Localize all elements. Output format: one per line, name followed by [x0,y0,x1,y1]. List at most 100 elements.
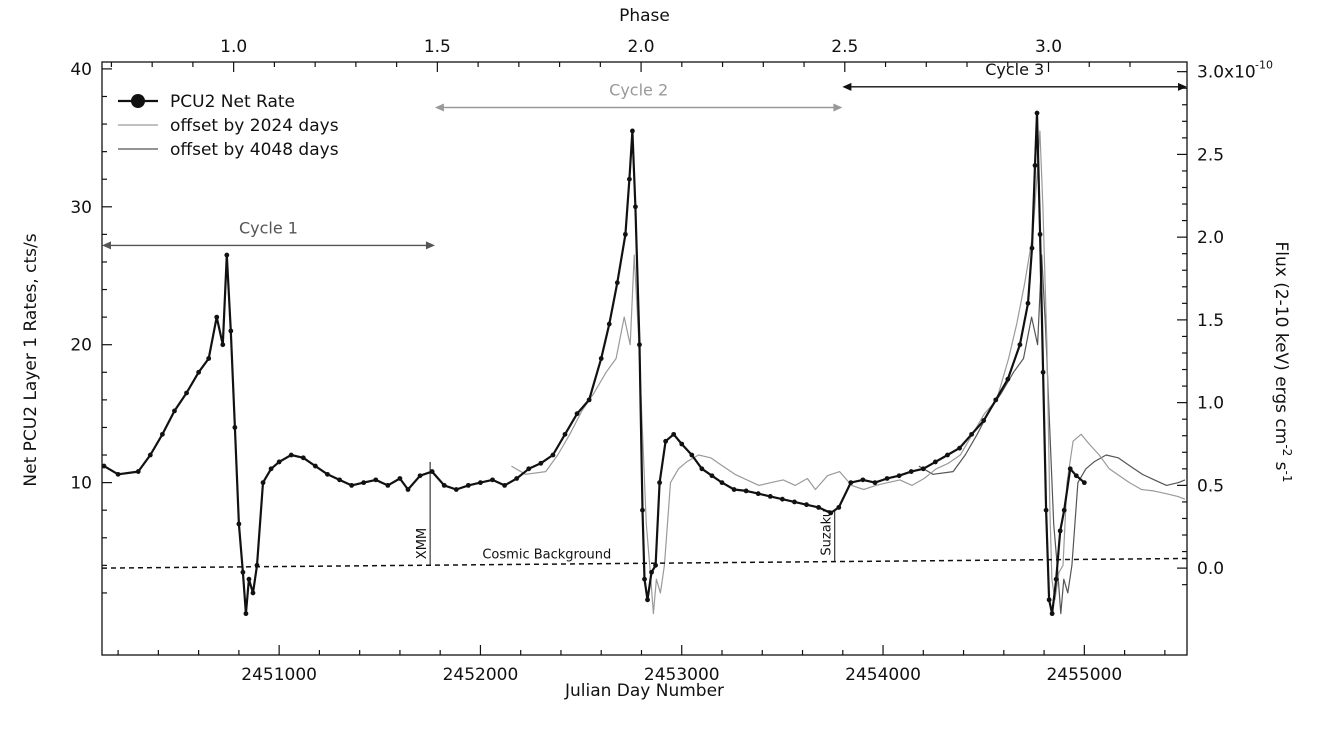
series-point [135,469,141,474]
x-axis-title: Julian Day Number [564,681,724,701]
cosmic-background-line [101,557,1188,569]
series-point [689,452,695,458]
legend-swatch-marker [131,94,145,108]
y2-axis-title-part: s [1271,456,1291,470]
series-point [397,476,403,481]
series-point [276,459,282,465]
phase-axis-title: Phase [619,6,670,26]
series-point [731,487,737,492]
series-point [653,562,658,568]
series-point [860,477,866,483]
series-point [743,488,749,494]
y-tick-label: 10 [70,474,92,494]
series-point [816,505,822,510]
y-tick-label: 40 [70,60,92,80]
series-point [908,469,914,474]
series-point [1057,528,1063,534]
series-point [361,480,367,486]
phase-tick-label: 1.0 [220,37,247,57]
series-point [224,252,230,258]
series-point [945,452,950,458]
series-point [896,473,902,479]
x-tick-label: 2451000 [241,665,317,685]
cycles-group: Cycle 1 Cycle 2 Cycle 3 [102,60,1187,250]
series-point [884,476,890,481]
series-point [767,494,773,499]
series-point [373,477,379,483]
series-point [115,471,121,477]
y-axis-title: Net PCU2 Layer 1 Rates, cts/s [21,233,41,486]
phase-tick-label: 2.5 [831,37,858,57]
axes-group: 2451000 2452000 2453000 2454000 2455000 10 20 3… [21,6,1294,701]
series-point [598,356,604,361]
series-point [836,505,842,510]
series-point [405,487,411,492]
y2-tick-label: 1.5 [1197,311,1224,331]
series-point [184,390,189,396]
cycle-arrow-head-right-1 [833,103,843,112]
series-point [649,569,654,575]
series-point [246,576,252,582]
observation-label-0: XMM [415,528,430,559]
series-point [1037,231,1043,237]
series-point [417,473,423,479]
cycle-arrow-head-left-2 [842,82,852,91]
series-point [1029,245,1035,251]
y2-tick-label: 3.0x10 [1197,63,1256,83]
series-point [502,482,507,488]
y2-tick-label: 2.0 [1197,228,1224,248]
series-point [1081,480,1087,486]
y-tick-label: 20 [70,336,92,356]
series-point [969,431,975,437]
series-point [779,496,785,502]
y2-axis-title-part: Flux (2-10 keV) ergs cm [1271,241,1291,444]
series-point [206,356,212,361]
series-point [288,452,294,458]
y2-tick-label: 0.5 [1197,476,1224,496]
series-point [679,441,685,447]
series-point [465,482,471,488]
series-point [1025,300,1031,306]
legend-label-1: offset by 2024 days [170,116,339,136]
series-point [1043,507,1049,513]
series-point [630,128,635,134]
series-point [1061,507,1067,513]
cosmic-background-label: Cosmic Background [482,548,611,563]
series-point [645,597,650,603]
cycle-arrow-head-right-0 [425,241,435,250]
series-point [932,459,938,465]
legend-label-0: PCU2 Net Rate [170,92,295,112]
series-point [1040,369,1046,375]
series-point [633,204,638,210]
series-point [325,471,330,477]
cycle-label-2: Cycle 3 [985,60,1044,79]
series-point [232,425,238,430]
observation-label-1: Suzaku [820,509,835,556]
series-point [709,473,715,479]
plot-frame [101,61,1188,656]
series-point [957,445,962,451]
series-point [453,487,459,492]
series-point [268,466,274,472]
series-point [1017,342,1023,348]
series-point [671,431,677,437]
series-point [147,452,153,458]
series-point [1046,597,1052,603]
series-point [441,482,447,488]
series-point [196,369,202,375]
x-tick-label: 2453000 [644,665,720,685]
series-point [429,469,435,474]
series-point [614,280,620,286]
cycle-label-1: Cycle 2 [609,81,668,100]
series-point [872,480,878,486]
series-point [1032,163,1038,168]
series-point [622,231,628,237]
series-point [300,455,306,461]
series-point [627,176,632,182]
series-point [993,397,999,403]
series-point [514,476,520,481]
y2-axis-title-part: -1 [1280,471,1294,483]
series-point [159,431,165,437]
series-point [1073,473,1079,479]
